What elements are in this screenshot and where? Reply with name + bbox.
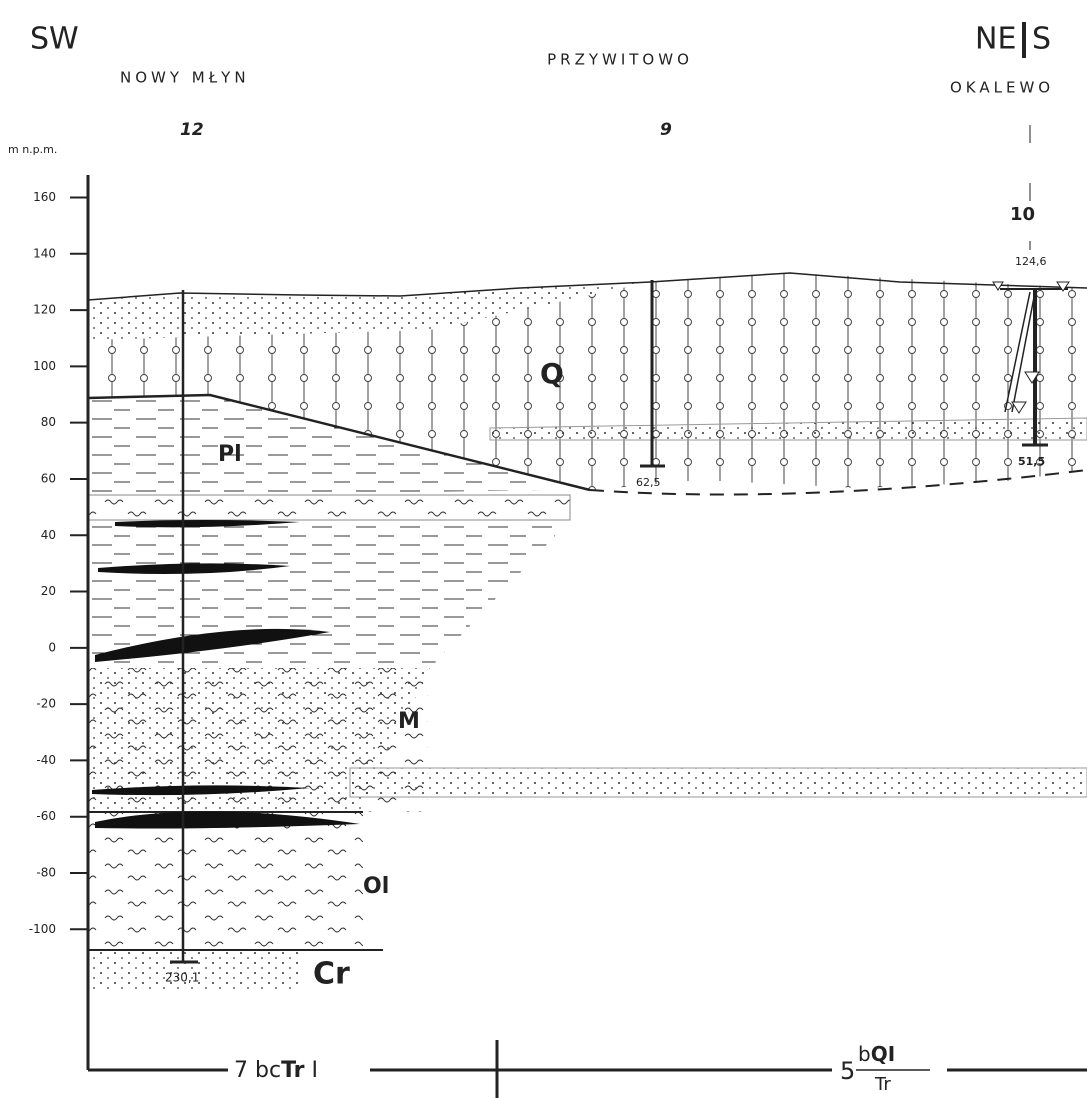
formation-numerator: bQI <box>858 1042 895 1066</box>
ol <box>88 812 363 950</box>
axis-label: m n.p.m. <box>8 143 57 156</box>
unit-label: Ol <box>363 874 389 899</box>
tick-label: -60 <box>36 809 56 823</box>
cross-section: SW NE S NOWY MŁYN PRZYWITOWO OKALEWO 12 … <box>0 0 1087 1098</box>
depth: 230,1 <box>165 971 199 985</box>
direction: SW <box>30 22 79 57</box>
location: NOWY MŁYN <box>120 69 250 87</box>
tick-label: 140 <box>33 246 56 260</box>
tick-label: 0 <box>48 640 56 654</box>
unit-label: Q <box>540 357 564 390</box>
direction: S <box>1032 22 1051 57</box>
location: PRZYWITOWO <box>547 51 693 69</box>
tick-label: -80 <box>36 865 56 879</box>
formation-denominator: Tr <box>874 1074 891 1095</box>
tick-label: -20 <box>36 697 56 711</box>
borehole-number: 10 <box>1010 204 1035 225</box>
sand-band <box>350 768 1087 797</box>
formation-label: 7 bcTr I <box>234 1058 318 1083</box>
geology <box>88 125 1087 990</box>
tick-label: 160 <box>33 190 56 204</box>
tick-label: -40 <box>36 753 56 767</box>
unit-label: M <box>398 709 420 734</box>
tick-label: 120 <box>33 303 56 317</box>
borehole-number: 9 <box>660 120 672 140</box>
tick-label: -100 <box>29 922 56 936</box>
direction: NE <box>975 22 1016 57</box>
elevation: 124,6 <box>1015 255 1047 268</box>
tick-label: 40 <box>41 528 56 542</box>
tick-label: 80 <box>41 415 56 429</box>
depth: 62,5 <box>636 476 661 489</box>
tick-label: 100 <box>33 359 56 373</box>
unit-label: Pl <box>218 442 242 467</box>
tick-label: 20 <box>41 584 56 598</box>
gravel <box>88 495 570 520</box>
tick-label: 60 <box>41 471 56 485</box>
depth: 51,5 <box>1018 455 1045 468</box>
formation-number: 5 <box>840 1057 855 1085</box>
location: OKALEWO <box>950 79 1054 97</box>
borehole-number: 12 <box>180 120 204 140</box>
unit-label: Cr <box>313 957 350 992</box>
